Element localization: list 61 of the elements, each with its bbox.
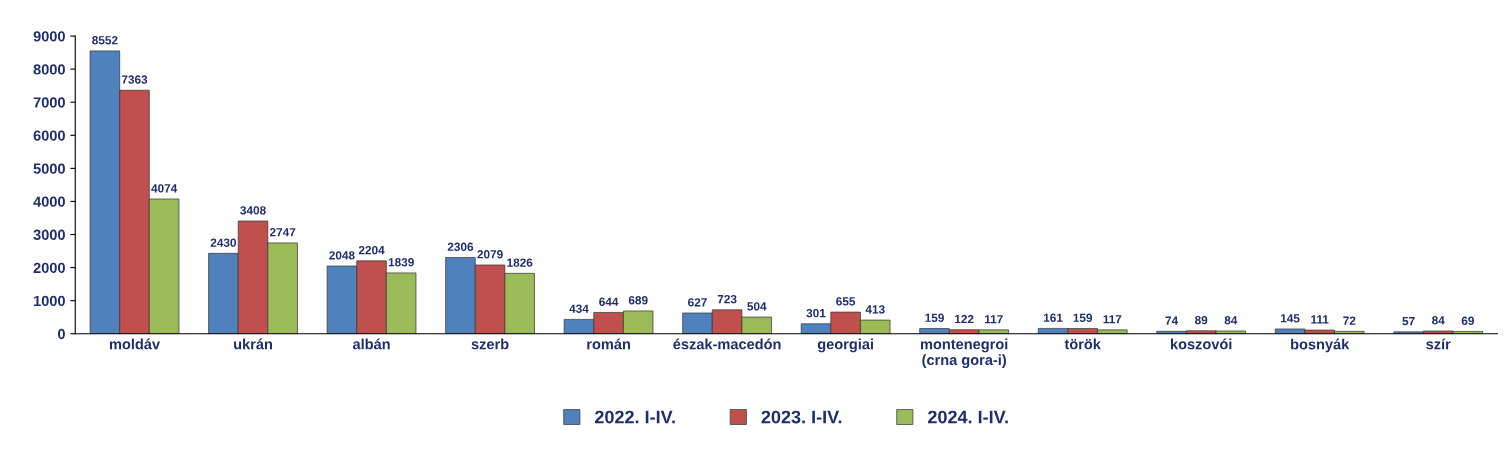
y-tick-label: 9000 (33, 31, 65, 42)
data-label: 301 (806, 308, 826, 318)
y-tick-label: 5000 (33, 163, 65, 174)
data-label: 145 (1280, 314, 1300, 323)
data-label: 57 (1402, 317, 1415, 326)
x-tick-label: koszovói (1171, 338, 1232, 350)
data-label: 434 (569, 304, 589, 313)
y-tick-label: 2000 (33, 262, 65, 274)
data-label: 117 (1103, 315, 1122, 324)
data-label: 1826 (507, 258, 533, 267)
data-label: 72 (1343, 316, 1356, 325)
legend-label: 2023. I-IV. (761, 410, 842, 424)
y-tick-label: 1000 (34, 295, 65, 307)
y-tick-label: 4000 (33, 196, 65, 207)
data-label: 161 (1043, 313, 1063, 322)
data-label: 2204 (358, 245, 385, 255)
legend-label: 2024. I-IV. (928, 410, 1008, 424)
data-label: 69 (1461, 316, 1474, 325)
data-label: 159 (925, 313, 944, 322)
y-tick-label: 0 (57, 328, 65, 340)
y-tick-label: 6000 (33, 130, 65, 141)
x-tick-label: albán (352, 338, 390, 350)
x-tick-label: montenegroi (crna gora-i) (920, 338, 1008, 369)
data-label: 7363 (121, 75, 148, 84)
data-label: 1839 (388, 258, 414, 267)
data-label: 644 (599, 297, 619, 306)
data-label: 8552 (92, 36, 118, 45)
x-tick-label: észak-macedón (673, 338, 781, 350)
y-tick-label: 7000 (33, 97, 65, 108)
data-label: 413 (865, 305, 885, 314)
data-label: 111 (1311, 315, 1329, 324)
data-label: 504 (747, 302, 767, 311)
data-label: 84 (1432, 316, 1445, 325)
x-tick-label: georgiai (817, 338, 873, 353)
data-label: 689 (628, 296, 648, 305)
data-label: 84 (1224, 316, 1238, 325)
y-tick-label: 8000 (33, 64, 65, 75)
data-label: 122 (955, 314, 974, 324)
y-tick-label: 3000 (33, 229, 65, 240)
x-tick-label: ukrán (234, 338, 272, 350)
x-tick-label: szerb (471, 338, 509, 350)
data-label: 159 (1073, 313, 1093, 322)
x-tick-label: román (587, 338, 630, 350)
data-label: 89 (1194, 315, 1208, 325)
data-label: 74 (1165, 316, 1179, 325)
data-label: 2079 (477, 250, 503, 259)
data-label: 117 (984, 315, 1003, 324)
data-label: 2048 (329, 251, 355, 260)
data-label: 2747 (269, 228, 296, 237)
legend-label: 2022. I-IV. (595, 410, 675, 424)
data-label: 627 (688, 298, 707, 307)
x-tick-label: bosnyák (1291, 338, 1350, 353)
data-label: 2306 (447, 242, 474, 251)
data-label: 655 (836, 297, 856, 306)
data-label: 4074 (151, 184, 178, 193)
x-tick-label: török (1064, 338, 1101, 350)
x-tick-label: moldáv (109, 338, 160, 350)
data-label: 3408 (240, 206, 266, 215)
data-label: 723 (717, 294, 737, 304)
x-tick-label: szír (1426, 338, 1451, 350)
data-label: 2430 (210, 238, 237, 247)
